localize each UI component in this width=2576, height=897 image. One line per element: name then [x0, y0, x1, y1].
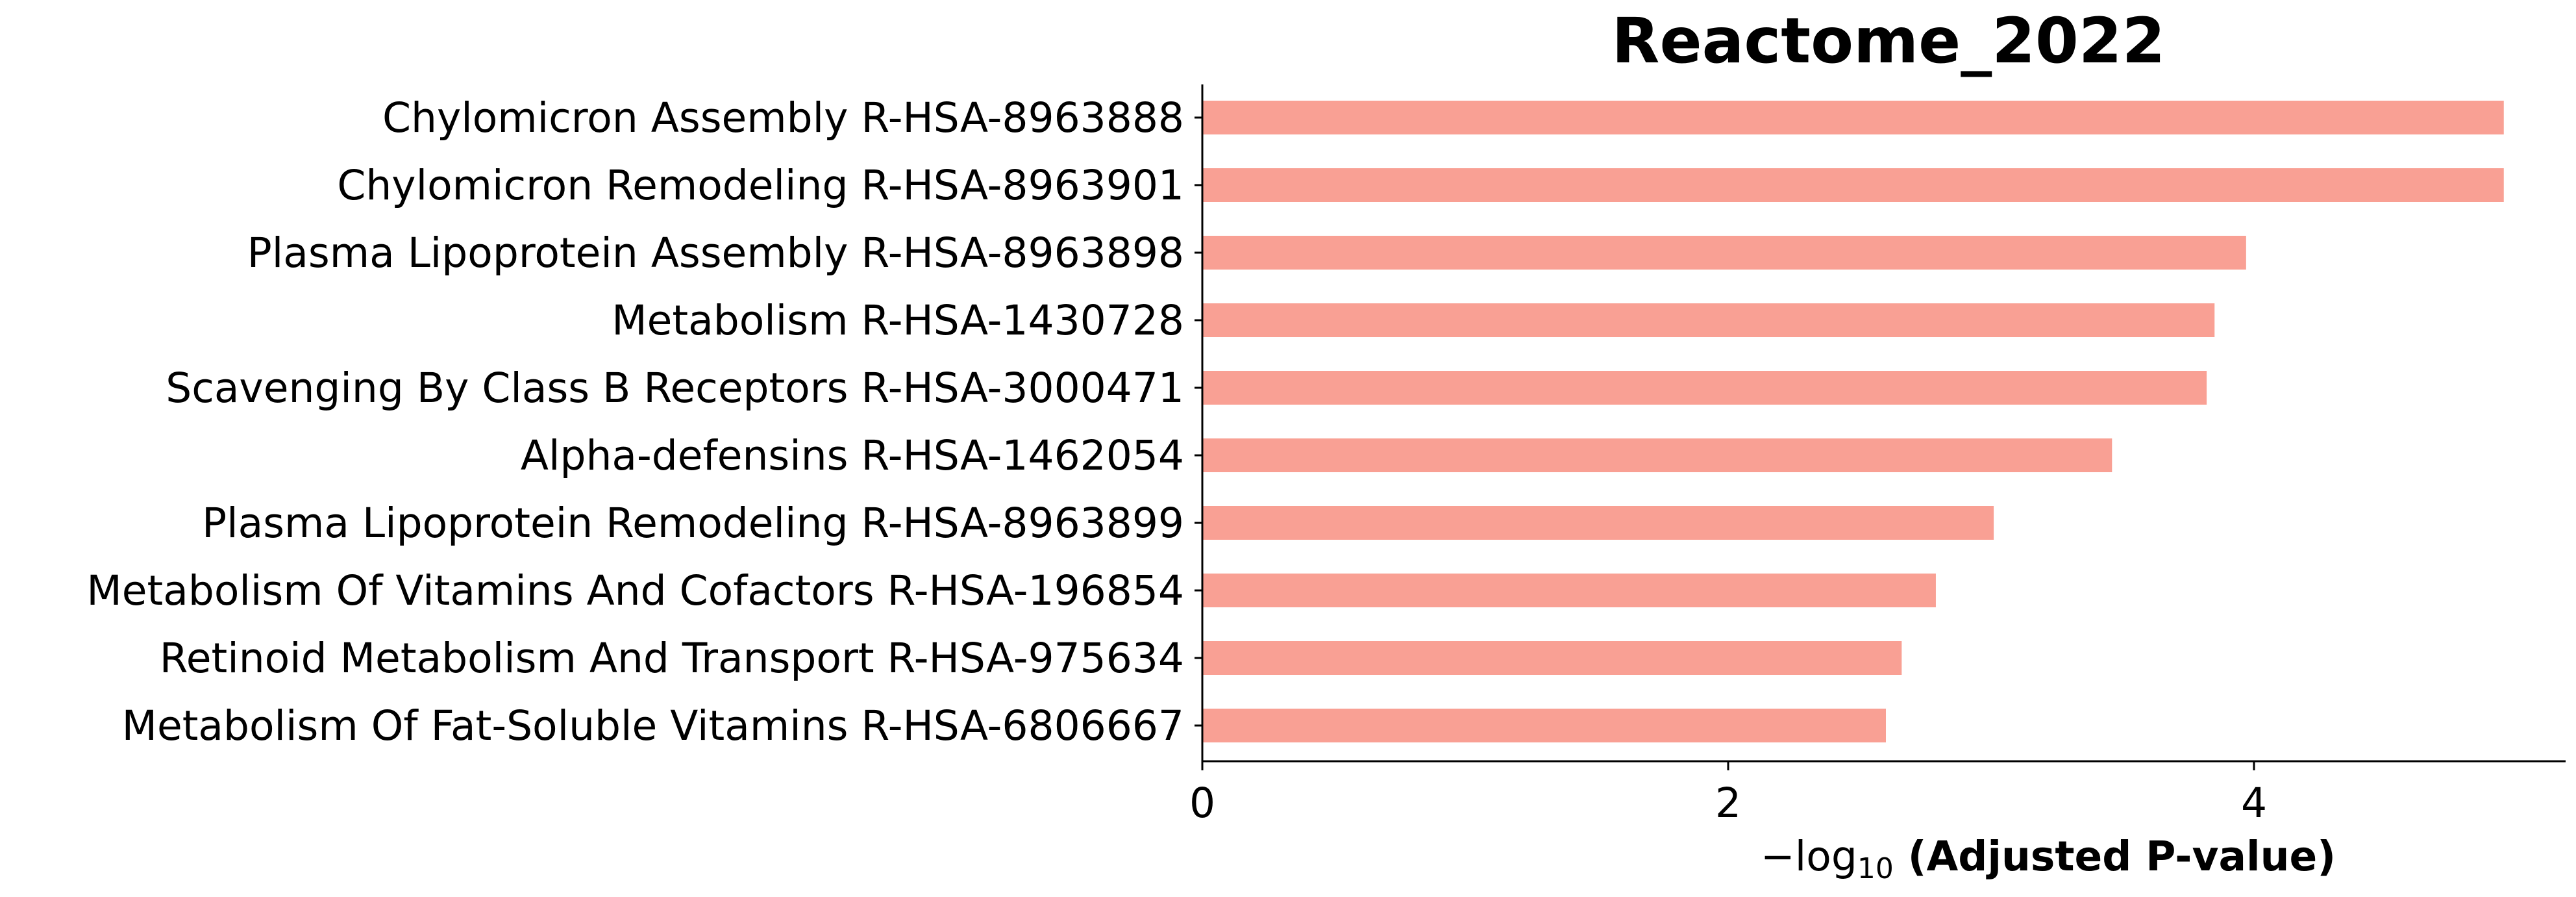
category-label: Plasma Lipoprotein Remodeling R-HSA-8963… — [202, 499, 1184, 547]
x-axis-label-main: (Adjusted P-value) — [1894, 833, 2336, 880]
category-label: Chylomicron Remodeling R-HSA-8963901 — [337, 162, 1184, 209]
category-label: Chylomicron Assembly R-HSA-8963888 — [382, 94, 1184, 142]
bar — [1202, 168, 2504, 202]
x-axis-label-subscript: 10 — [1857, 852, 1894, 885]
bar — [1202, 101, 2504, 134]
category-label: Plasma Lipoprotein Assembly R-HSA-896389… — [247, 229, 1184, 277]
bars-group — [1202, 101, 2504, 742]
category-label: Scavenging By Class B Receptors R-HSA-30… — [166, 364, 1184, 412]
bar — [1202, 438, 2112, 472]
category-labels: Chylomicron Assembly R-HSA-8963888 Chylom… — [86, 94, 1202, 750]
x-axis-label-prefix: −log — [1761, 833, 1857, 880]
x-ticks: 0 2 4 — [1189, 761, 2267, 827]
x-axis-label: −log10 (Adjusted P-value) — [1761, 833, 2336, 885]
chart-title: Reactome_2022 — [1612, 5, 2166, 77]
category-label: Metabolism R-HSA-1430728 — [612, 297, 1184, 344]
bar — [1202, 303, 2215, 337]
x-tick-label: 0 — [1189, 779, 1215, 827]
bar — [1202, 574, 1936, 607]
bar — [1202, 709, 1886, 742]
category-label: Alpha-defensins R-HSA-1462054 — [521, 432, 1184, 479]
category-label: Metabolism Of Fat-Soluble Vitamins R-HSA… — [122, 702, 1184, 750]
category-label: Metabolism Of Vitamins And Cofactors R-H… — [86, 567, 1184, 614]
bar — [1202, 641, 1902, 675]
x-tick-label: 2 — [1715, 779, 1741, 827]
bar — [1202, 506, 1994, 540]
category-label: Retinoid Metabolism And Transport R-HSA-… — [160, 635, 1184, 682]
bar — [1202, 371, 2207, 405]
x-tick-label: 4 — [2241, 779, 2267, 827]
bar — [1202, 236, 2246, 270]
